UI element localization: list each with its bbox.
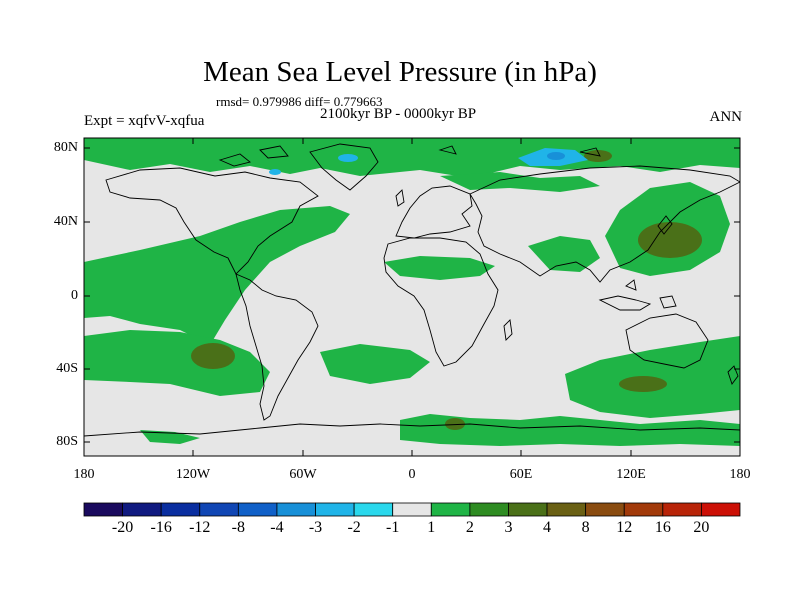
lon-label-60w: 60W <box>289 467 317 482</box>
anomaly-peak-antarctic <box>445 418 465 430</box>
colorbar-swatch <box>430 502 471 517</box>
lon-label-60e: 60E <box>509 467 533 482</box>
colorbar-swatch <box>160 502 201 517</box>
colorbar-swatch <box>353 502 394 517</box>
colorbar-swatch <box>469 502 509 517</box>
anomaly-negative-arctic-na <box>338 154 358 162</box>
coastline-africa <box>383 237 499 367</box>
colorbar-label: 8 <box>581 519 590 536</box>
lat-label-40n: 40N <box>53 214 78 229</box>
colorbar-swatch <box>237 502 278 517</box>
anomaly-region-eurasia <box>440 172 600 192</box>
colorbar-label: 2 <box>465 519 474 536</box>
colorbar-label: -8 <box>231 519 245 536</box>
anomaly-region-n-atlantic <box>384 256 495 280</box>
colorbar-swatch <box>83 502 123 517</box>
anomaly-region-antarctic-west <box>140 430 200 444</box>
colorbar-swatch <box>122 502 162 517</box>
season-label: ANN <box>709 109 743 125</box>
coastline-new-zealand <box>727 365 739 385</box>
colorbar-swatch <box>392 502 432 517</box>
anomaly-region-antarctic <box>400 414 740 446</box>
lat-label-80n: 80N <box>53 140 78 155</box>
colorbar-label: -3 <box>308 519 323 536</box>
colorbar-swatch <box>546 502 587 517</box>
colorbar-swatch <box>662 502 702 517</box>
lat-label-40s: 40S <box>56 361 78 376</box>
coastline-madagascar <box>503 319 513 341</box>
coastline-europe <box>395 185 473 239</box>
anomaly-region-na-pacific <box>84 206 350 345</box>
colorbar-swatch <box>276 502 316 517</box>
colorbar-swatch <box>508 502 548 517</box>
colorbar <box>83 502 741 517</box>
coastline-north-america <box>105 167 319 275</box>
anomaly-region-asia <box>528 236 600 272</box>
anomaly-peak-nw-pacific <box>638 222 702 258</box>
coastline-australia <box>625 313 709 369</box>
colorbar-label: -12 <box>189 519 211 536</box>
coastline-arctic-islands <box>218 145 601 167</box>
colorbar-label: -1 <box>386 519 400 536</box>
anomaly-region-s-atlantic <box>320 344 430 384</box>
colorbar-label: 1 <box>427 519 436 536</box>
anomaly-peak-s-indian <box>619 376 667 392</box>
period-subtitle: 2100kyr BP - 0000kyr BP <box>320 106 477 122</box>
colorbar-label: -16 <box>150 519 172 536</box>
colorbar-label: -4 <box>270 519 284 536</box>
coastline-maritime-continent <box>598 279 677 311</box>
coastlines <box>84 143 740 437</box>
anomaly-negative-barents-core <box>547 152 565 160</box>
colorbar-label: 4 <box>543 519 552 536</box>
lon-label-180e: 180 <box>729 467 751 482</box>
colorbar-swatch <box>585 502 625 517</box>
colorbar-label: -2 <box>347 519 361 536</box>
colorbar-swatch <box>701 502 741 517</box>
anomaly-peak-s-pacific <box>191 343 235 369</box>
lon-label-120e: 120E <box>616 467 646 482</box>
colorbar-label: 3 <box>504 519 513 536</box>
stats-text: rmsd= 0.979986 diff= 0.779663 <box>216 94 383 109</box>
coastline-asia <box>469 165 740 283</box>
colorbar-swatch <box>199 502 239 517</box>
anomaly-region-arctic <box>84 138 740 178</box>
coastline-greenland <box>309 143 379 191</box>
figure-title: Mean Sea Level Pressure (in hPa) <box>203 56 597 88</box>
lon-label-180w: 180 <box>73 467 95 482</box>
lat-label-80s: 80S <box>56 434 78 449</box>
colorbar-swatch <box>623 502 664 517</box>
coastline-antarctica <box>84 423 740 437</box>
colorbar-label: -20 <box>111 519 134 536</box>
anomaly-negative-canada <box>269 169 281 175</box>
lon-label-120w: 120W <box>175 467 211 482</box>
coastline-japan <box>657 215 673 235</box>
lon-label-0: 0 <box>408 467 416 482</box>
coastline-south-america <box>235 273 319 421</box>
colorbar-label: 12 <box>616 519 633 536</box>
map-field <box>84 138 740 456</box>
experiment-label: Expt = xqfvV-xqfua <box>84 113 205 129</box>
colorbar-swatch <box>315 502 355 517</box>
colorbar-label: 20 <box>693 519 710 536</box>
axis-ticks <box>83 138 741 456</box>
lat-label-0: 0 <box>71 288 78 303</box>
colorbar-label: 16 <box>654 519 671 536</box>
coastline-uk <box>395 189 405 207</box>
